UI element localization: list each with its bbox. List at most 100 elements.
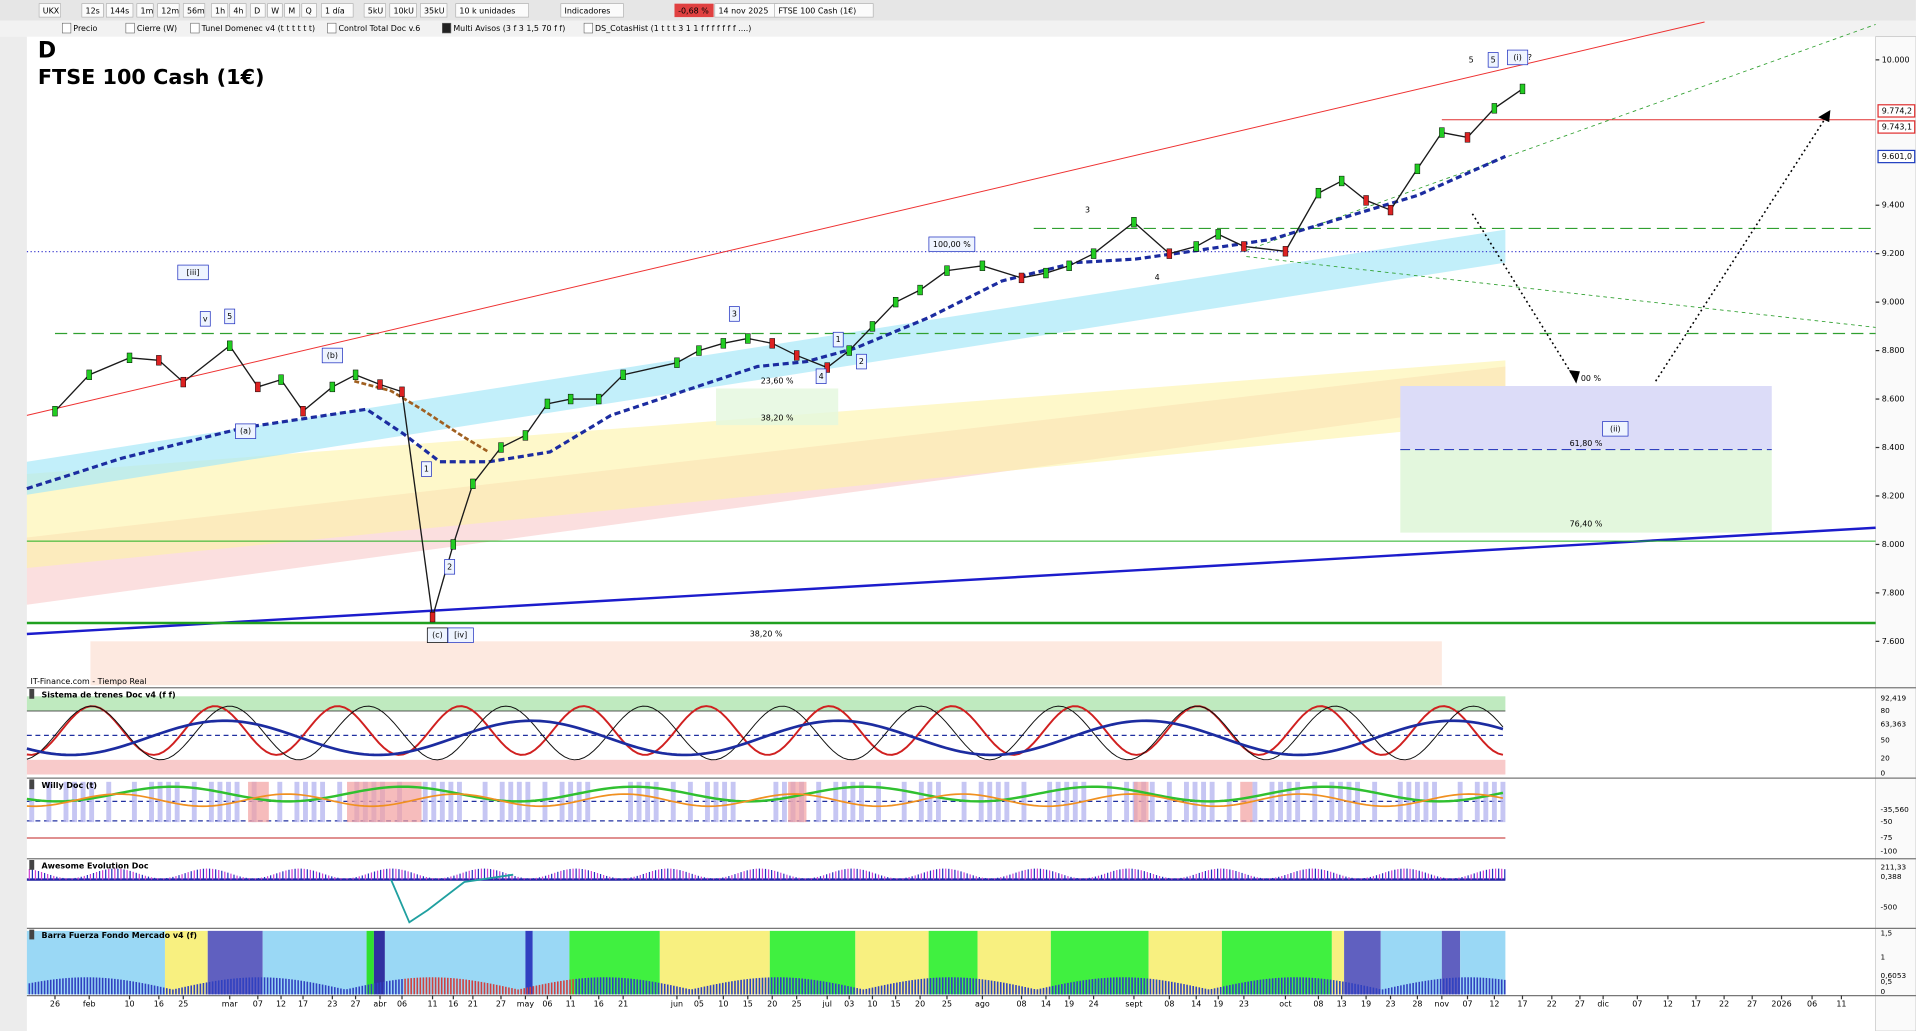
band-yellow bbox=[26, 360, 1506, 569]
x-tick-label: 2026 bbox=[1771, 1000, 1791, 1009]
y-tick-label: 9.000 bbox=[1882, 298, 1905, 307]
toolbar-button[interactable] bbox=[301, 3, 317, 18]
panel-name: Barra Fuerza Fondo Mercado v4 (f) bbox=[42, 931, 198, 940]
annotation: ? bbox=[1528, 53, 1532, 62]
x-tick-label: 12 bbox=[1489, 1000, 1499, 1009]
willy-bar bbox=[1337, 781, 1343, 823]
panel-axis-label: -500 bbox=[1881, 903, 1898, 912]
annotation: 5 bbox=[227, 312, 232, 321]
x-tick-label: 21 bbox=[468, 1000, 478, 1009]
willy-bar bbox=[157, 781, 163, 823]
panel-axis-label: 1,5 bbox=[1881, 928, 1893, 937]
panel-axis-label: 50 bbox=[1881, 735, 1891, 744]
toolbar-button[interactable] bbox=[81, 3, 104, 18]
toolbar-button[interactable] bbox=[455, 3, 529, 18]
candle bbox=[696, 345, 702, 356]
toolbar-item[interactable]: -0,68 % bbox=[678, 6, 709, 15]
toolbar-button[interactable] bbox=[321, 3, 354, 18]
toolbar-button[interactable] bbox=[182, 3, 206, 18]
willy-bar bbox=[303, 781, 308, 823]
willy-bar bbox=[226, 781, 231, 823]
toolbar-item[interactable]: 1m bbox=[141, 6, 154, 15]
candle bbox=[352, 369, 359, 380]
indicator-chip[interactable] bbox=[125, 22, 135, 34]
willy-zone bbox=[788, 781, 807, 823]
toolbar-item[interactable]: Q bbox=[305, 6, 311, 15]
indicator-line bbox=[26, 705, 1504, 761]
panel-axis-label: 63,363 bbox=[1881, 719, 1907, 728]
indicator-chip[interactable] bbox=[327, 22, 337, 34]
indicator-chip[interactable] bbox=[190, 22, 200, 34]
indicator-item[interactable]: Control Total Doc v.6 bbox=[338, 24, 420, 33]
toolbar-item[interactable]: 1 día bbox=[325, 6, 345, 15]
candle bbox=[522, 430, 529, 441]
trend-line bbox=[26, 21, 1705, 416]
toolbar-button[interactable] bbox=[211, 3, 229, 18]
toolbar-item[interactable]: 144s bbox=[110, 6, 129, 15]
toolbar-item[interactable]: 5kU bbox=[368, 6, 384, 15]
toolbar-item[interactable]: 4h bbox=[233, 6, 243, 15]
willy-bar bbox=[1269, 781, 1275, 823]
toolbar-button[interactable] bbox=[136, 3, 154, 18]
x-tick-label: 03 bbox=[844, 1000, 854, 1009]
annotation: 2 bbox=[859, 357, 864, 366]
willy-bar bbox=[636, 781, 642, 823]
x-tick-label: 13 bbox=[1337, 1000, 1347, 1009]
toolbar-button[interactable] bbox=[105, 3, 134, 18]
indicator-item[interactable]: Precio bbox=[73, 24, 97, 33]
x-tick-label: 26 bbox=[50, 1000, 60, 1009]
indicator-chip[interactable] bbox=[62, 22, 72, 34]
x-tick-label: 22 bbox=[1719, 1000, 1729, 1009]
toolbar-button[interactable] bbox=[38, 3, 61, 18]
x-tick-label: may bbox=[517, 1000, 535, 1009]
toolbar-button[interactable] bbox=[560, 3, 624, 18]
willy-bar bbox=[1286, 781, 1292, 823]
x-tick-label: 15 bbox=[743, 1000, 753, 1009]
toolbar-button[interactable] bbox=[774, 3, 874, 18]
toolbar-item[interactable]: 12m bbox=[161, 6, 179, 15]
toolbar-item[interactable]: 12s bbox=[86, 6, 100, 15]
x-tick-label: 17 bbox=[298, 1000, 308, 1009]
price-axis-bg bbox=[1875, 36, 1916, 1031]
willy-bar bbox=[1004, 781, 1010, 823]
toolbar-item[interactable]: 56m bbox=[187, 6, 205, 15]
indicator-item[interactable]: Multi Avisos (3 f 3 1,5 70 f f) bbox=[453, 24, 565, 33]
toolbar-button[interactable] bbox=[420, 3, 448, 18]
x-tick-label: 06 bbox=[1807, 1000, 1817, 1009]
toolbar-item[interactable]: M bbox=[288, 6, 295, 15]
x-tick-label: 10 bbox=[867, 1000, 877, 1009]
toolbar-item[interactable]: FTSE 100 Cash (1€) bbox=[778, 6, 856, 15]
toolbar-button[interactable] bbox=[157, 3, 180, 18]
toolbar-item[interactable]: W bbox=[271, 6, 279, 15]
annotation: 4 bbox=[1155, 273, 1160, 282]
toolbar-item[interactable]: 1h bbox=[215, 6, 225, 15]
panel-axis-label: 20 bbox=[1881, 754, 1891, 763]
x-tick-label: 07 bbox=[253, 1000, 263, 1009]
toolbar-button[interactable] bbox=[363, 3, 386, 18]
indicator-chip[interactable] bbox=[583, 22, 593, 34]
toolbar-item[interactable]: 10kU bbox=[393, 6, 414, 15]
toolbar-button[interactable] bbox=[284, 3, 300, 18]
willy-bar bbox=[1406, 781, 1412, 823]
toolbar-button[interactable] bbox=[389, 3, 417, 18]
toolbar-item[interactable]: D bbox=[254, 6, 260, 15]
toolbar-button[interactable] bbox=[250, 3, 266, 18]
force-bar-segment bbox=[855, 930, 929, 995]
indicator-item[interactable]: Cierre (W) bbox=[137, 24, 177, 33]
toolbar-button[interactable] bbox=[229, 3, 247, 18]
force-bar-segment bbox=[366, 930, 374, 995]
toolbar-item[interactable]: Indicadores bbox=[565, 6, 611, 15]
toolbar-button[interactable] bbox=[267, 3, 283, 18]
x-tick-label: 15 bbox=[891, 1000, 901, 1009]
indicator-chip[interactable] bbox=[442, 22, 452, 34]
toolbar-item[interactable]: 35kU bbox=[424, 6, 445, 15]
toolbar-item[interactable]: 14 nov 2025 bbox=[718, 6, 768, 15]
indicator-item[interactable]: DS_CotasHist (1 t t t 3 1 1 f f f f f f … bbox=[595, 24, 751, 33]
indicator-item[interactable]: Tunel Domenec v4 (t t t t t t) bbox=[201, 24, 315, 33]
x-tick-label: 08 bbox=[1164, 1000, 1174, 1009]
willy-bar bbox=[1124, 781, 1130, 823]
toolbar-item[interactable]: 10 k unidades bbox=[459, 6, 515, 15]
willy-bar bbox=[1166, 781, 1172, 823]
toolbar-item[interactable]: UKX bbox=[43, 6, 60, 15]
